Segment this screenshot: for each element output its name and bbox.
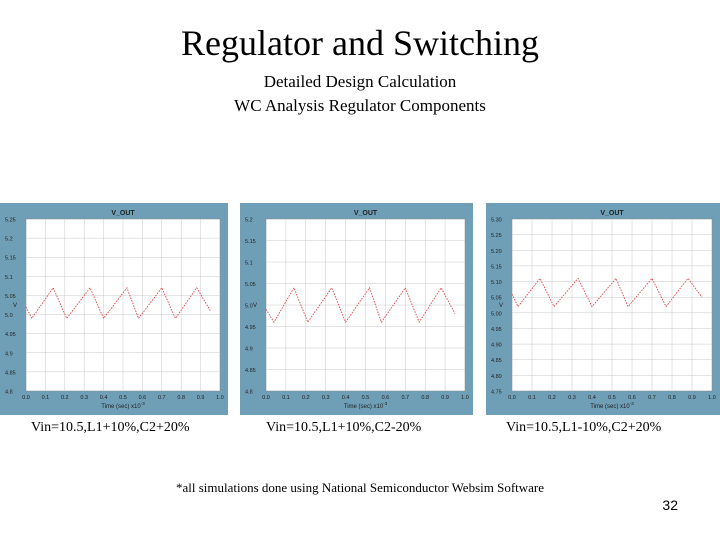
x-tick-label: 0.3 bbox=[80, 395, 88, 401]
x-axis-multiplier: x10 bbox=[131, 404, 141, 410]
x-tick-label: 0.1 bbox=[528, 395, 536, 401]
x-tick-label: 0.6 bbox=[628, 395, 636, 401]
x-tick-label: 1.0 bbox=[708, 395, 716, 401]
y-tick-label: 4.90 bbox=[491, 343, 502, 349]
y-tick-label: 4.75 bbox=[491, 390, 502, 396]
x-tick-label: 0.3 bbox=[322, 395, 330, 401]
y-tick-label: 5.05 bbox=[245, 282, 256, 288]
y-tick-label: 4.8 bbox=[245, 390, 253, 396]
x-tick-label: 0.7 bbox=[401, 395, 409, 401]
y-tick-label: 5.30 bbox=[491, 218, 502, 224]
x-tick-label: 0.9 bbox=[441, 395, 449, 401]
x-axis-label: Time (sec) x10-3 bbox=[101, 401, 145, 410]
x-tick-label: 0.2 bbox=[61, 395, 69, 401]
y-tick-label: 4.9 bbox=[245, 347, 253, 353]
x-axis-label: Time (sec) x10-3 bbox=[590, 401, 634, 410]
x-tick-label: 0.6 bbox=[139, 395, 147, 401]
y-tick-label: 5.15 bbox=[245, 239, 256, 245]
y-tick-label: 4.85 bbox=[245, 368, 256, 374]
simulation-plot-1: V_OUT 5.25 5.2 5.15 5.1 5.05 5.0 4.95 4.9 4.85 4.8… bbox=[0, 203, 228, 415]
x-tick-label: 0.8 bbox=[421, 395, 429, 401]
x-tick-label: 0.8 bbox=[177, 395, 185, 401]
x-tick-label: 0.2 bbox=[302, 395, 310, 401]
chart-title: V_OUT bbox=[354, 210, 378, 217]
y-tick-label: 4.85 bbox=[491, 358, 502, 364]
simulation-plot-2: V_OUT 5.2 5.15 5.1 5.05 5.0 4.95 4.9 4.85 4.8 0.0 0… bbox=[240, 203, 473, 415]
y-tick-label: 4.85 bbox=[5, 370, 16, 376]
slide-subtitle-line-1: Detailed Design Calculation bbox=[263, 72, 457, 91]
x-axis-label: Time (sec) x10-3 bbox=[344, 401, 388, 410]
y-tick-label: 4.95 bbox=[5, 332, 16, 338]
x-tick-label: 0.4 bbox=[588, 395, 596, 401]
x-tick-label: 0.0 bbox=[22, 395, 30, 401]
x-tick-label: 0.7 bbox=[158, 395, 166, 401]
y-tick-label: 5.20 bbox=[491, 249, 502, 255]
plot-2-caption: Vin=10.5,L1+10%,C2-20% bbox=[266, 420, 422, 435]
slide-title: Regulator and Switching bbox=[181, 23, 539, 63]
chart-title: V_OUT bbox=[600, 210, 624, 217]
y-tick-label: 5.10 bbox=[491, 280, 502, 286]
x-tick-label: 0.2 bbox=[548, 395, 556, 401]
x-axis-label-text: Time (sec) bbox=[101, 404, 131, 410]
y-axis-label: V bbox=[13, 303, 17, 309]
simulation-plot-2-svg: V_OUT 5.2 5.15 5.1 5.05 5.0 4.95 4.9 4.85 4.8 0.0 0… bbox=[240, 203, 473, 415]
x-tick-label: 1.0 bbox=[461, 395, 469, 401]
y-tick-label: 5.25 bbox=[491, 233, 502, 239]
x-tick-label: 0.8 bbox=[668, 395, 676, 401]
y-tick-label: 5.00 bbox=[491, 311, 502, 317]
y-tick-label: 5.2 bbox=[5, 237, 13, 243]
x-axis-label-text: Time (sec) bbox=[590, 404, 620, 410]
chart-title: V_OUT bbox=[111, 210, 135, 217]
y-tick-label: 5.1 bbox=[5, 275, 13, 281]
y-tick-label: 5.0 bbox=[245, 304, 253, 310]
x-tick-label: 0.5 bbox=[362, 395, 370, 401]
y-axis-label: V bbox=[253, 303, 257, 309]
simulation-plot-1-svg: V_OUT 5.25 5.2 5.15 5.1 5.05 5.0 4.95 4.9 4.85 4.8… bbox=[0, 203, 228, 415]
x-tick-label: 0.0 bbox=[262, 395, 270, 401]
y-tick-label: 5.15 bbox=[5, 256, 16, 262]
slide-subtitle-line-2: WC Analysis Regulator Components bbox=[234, 96, 486, 115]
v-out-trace bbox=[511, 277, 703, 308]
x-tick-label: 0.7 bbox=[648, 395, 656, 401]
y-tick-label: 4.95 bbox=[245, 325, 256, 331]
x-axis-label-text: Time (sec) bbox=[344, 404, 374, 410]
x-axis-exponent: -3 bbox=[630, 401, 634, 406]
x-tick-label: 0.9 bbox=[688, 395, 696, 401]
y-tick-label: 5.2 bbox=[245, 218, 253, 224]
simulation-plot-3-svg: V_OUT 5.30 5.25 5.20 5.15 5.10 5.05 5.00 4.95 4.9… bbox=[486, 203, 720, 415]
x-tick-label: 0.4 bbox=[100, 395, 108, 401]
x-tick-label: 0.5 bbox=[119, 395, 127, 401]
x-axis-exponent: -3 bbox=[141, 401, 145, 406]
y-tick-label: 4.9 bbox=[5, 351, 13, 357]
x-tick-label: 1.0 bbox=[216, 395, 224, 401]
y-tick-label: 5.15 bbox=[491, 264, 502, 270]
y-tick-label: 5.05 bbox=[5, 294, 16, 300]
x-tick-label: 0.4 bbox=[342, 395, 350, 401]
x-axis-multiplier: x10 bbox=[374, 404, 384, 410]
y-tick-label: 5.1 bbox=[245, 261, 253, 267]
x-tick-label: 0.1 bbox=[282, 395, 290, 401]
y-tick-label: 4.80 bbox=[491, 374, 502, 380]
simulation-footnote: *all simulations done using National Sem… bbox=[175, 480, 545, 495]
y-tick-label: 5.05 bbox=[491, 296, 502, 302]
slide-number: 32 bbox=[662, 497, 678, 513]
v-out-trace bbox=[265, 286, 456, 324]
x-tick-label: 0.0 bbox=[508, 395, 516, 401]
plot-1-caption: Vin=10.5,L1+10%,C2+20% bbox=[31, 420, 190, 435]
y-tick-label: 5.0 bbox=[5, 313, 13, 319]
y-axis-label: V bbox=[499, 303, 503, 309]
y-tick-label: 4.95 bbox=[491, 327, 502, 333]
x-axis-multiplier: x10 bbox=[620, 404, 630, 410]
x-tick-label: 0.9 bbox=[197, 395, 205, 401]
v-out-trace bbox=[25, 286, 211, 320]
x-tick-label: 0.1 bbox=[42, 395, 50, 401]
x-tick-label: 0.5 bbox=[608, 395, 616, 401]
x-axis-exponent: -3 bbox=[383, 401, 387, 406]
simulation-plot-3: V_OUT 5.30 5.25 5.20 5.15 5.10 5.05 5.00 4.95 4.9… bbox=[486, 203, 720, 415]
x-tick-label: 0.3 bbox=[568, 395, 576, 401]
plot-3-caption: Vin=10.5,L1-10%,C2+20% bbox=[506, 420, 662, 435]
y-tick-label: 4.8 bbox=[5, 390, 13, 396]
x-tick-label: 0.6 bbox=[382, 395, 390, 401]
y-tick-label: 5.25 bbox=[5, 218, 16, 224]
